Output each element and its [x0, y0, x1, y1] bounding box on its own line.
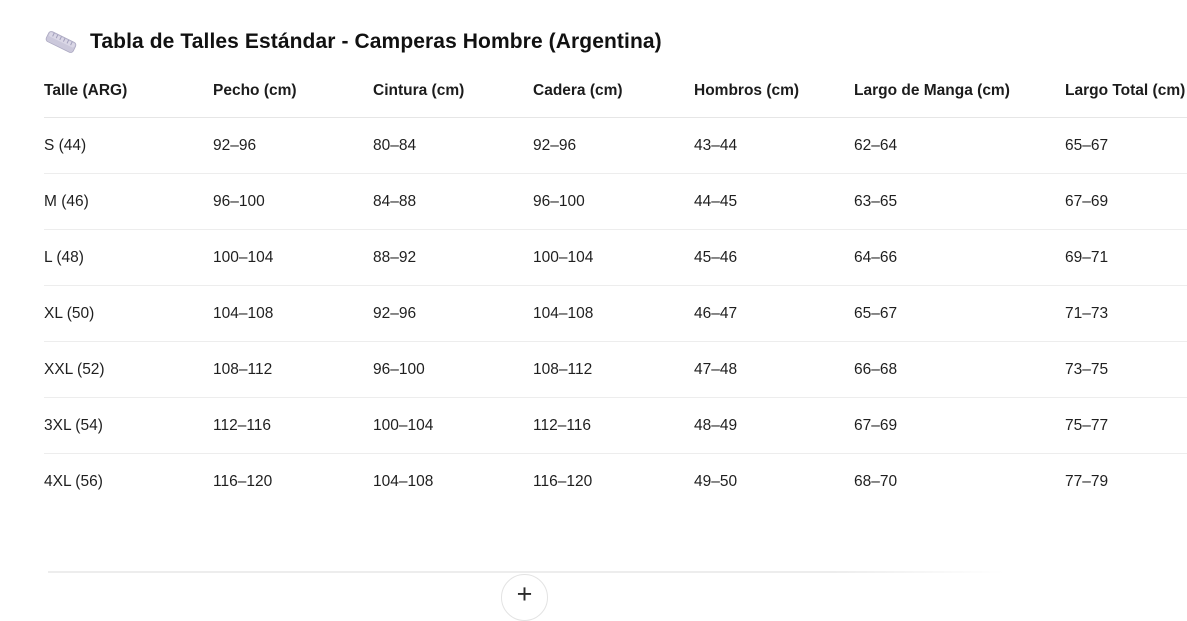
measurement-cell: 116–120 — [213, 472, 273, 490]
table-row: 3XL (54) 112–116 100–104 112–116 48–49 67–69 7… — [44, 397, 1187, 454]
table-row: L (48) 100–104 88–92 100–104 45–46 64–66 69–71 — [44, 229, 1187, 286]
measurement-cell: 112–116 — [533, 397, 694, 454]
size-label-cell: M (46) — [44, 173, 213, 230]
ruler-icon — [44, 25, 78, 59]
column-header: Largo de Manga (cm) — [854, 72, 1065, 118]
measurement-cell: 116–120 — [533, 472, 593, 490]
size-label-cell: L (48) — [44, 229, 213, 286]
measurement-cell: 92–96 — [213, 117, 373, 174]
table-row: 4XL (56) 116–120 104–108 116–120 49–50 68–70 7… — [44, 454, 1187, 510]
measurement-cell: 46–47 — [694, 285, 854, 342]
measurement-cell: 75–77 — [1065, 397, 1187, 454]
measurement-cell: 104–108 — [533, 285, 694, 342]
measurement-cell: 64–66 — [854, 229, 1065, 286]
add-row-button[interactable]: + — [501, 574, 548, 621]
measurement-cell: 104–108 — [213, 285, 373, 342]
measurement-cell: 71–73 — [1065, 285, 1187, 342]
measurement-cell: 80–84 — [373, 117, 533, 174]
measurement-cell: 96–100 — [373, 341, 533, 398]
document-area: Tabla de Talles Estándar - Camperas Homb… — [44, 22, 1187, 509]
column-header: Pecho (cm) — [213, 72, 373, 118]
measurement-cell: 65–67 — [1065, 117, 1187, 174]
measurement-cell: 68–70 — [854, 472, 898, 490]
table-row: S (44) 92–96 80–84 92–96 43–44 62–64 65–67 — [44, 117, 1187, 174]
measurement-cell: 67–69 — [1065, 173, 1187, 230]
size-chart-table: Talle (ARG) Pecho (cm) Cintura (cm) Cadera … — [44, 72, 1187, 509]
measurement-cell: 112–116 — [213, 397, 373, 454]
table-header-row: Talle (ARG) Pecho (cm) Cintura (cm) Cadera … — [44, 72, 1187, 118]
measurement-cell: 108–112 — [533, 341, 694, 398]
measurement-cell: 44–45 — [694, 173, 854, 230]
size-label-cell: 4XL (56) — [44, 472, 103, 490]
measurement-cell: 88–92 — [373, 229, 533, 286]
measurement-cell: 47–48 — [694, 341, 854, 398]
table-row: XXL (52) 108–112 96–100 108–112 47–48 66–68 73… — [44, 341, 1187, 398]
measurement-cell: 62–64 — [854, 117, 1065, 174]
section-divider — [48, 571, 1005, 573]
size-label-cell: S (44) — [44, 117, 213, 174]
measurement-cell: 108–112 — [213, 341, 373, 398]
measurement-cell: 96–100 — [213, 173, 373, 230]
table-row: XL (50) 104–108 92–96 104–108 46–47 65–67 71–7… — [44, 285, 1187, 342]
measurement-cell: 77–79 — [1065, 472, 1109, 490]
column-header: Hombros (cm) — [694, 72, 854, 118]
measurement-cell: 100–104 — [213, 229, 373, 286]
measurement-cell: 66–68 — [854, 341, 1065, 398]
measurement-cell: 69–71 — [1065, 229, 1187, 286]
size-label-cell: 3XL (54) — [44, 397, 213, 454]
column-header: Cadera (cm) — [533, 72, 694, 118]
table-row: M (46) 96–100 84–88 96–100 44–45 63–65 67–69 — [44, 173, 1187, 230]
page-title: Tabla de Talles Estándar - Camperas Homb… — [90, 30, 662, 53]
column-header: Largo Total (cm) — [1065, 72, 1187, 118]
measurement-cell: 92–96 — [533, 117, 694, 174]
measurement-cell: 100–104 — [373, 397, 533, 454]
size-label-cell: XL (50) — [44, 285, 213, 342]
measurement-cell: 73–75 — [1065, 341, 1187, 398]
column-header: Cintura (cm) — [373, 72, 533, 118]
table-body: S (44) 92–96 80–84 92–96 43–44 62–64 65–67 M (4… — [44, 117, 1187, 510]
plus-icon: + — [516, 579, 533, 609]
measurement-cell: 48–49 — [694, 397, 854, 454]
measurement-cell: 49–50 — [694, 472, 738, 490]
column-header: Talle (ARG) — [44, 72, 213, 118]
measurement-cell: 100–104 — [533, 229, 694, 286]
size-label-cell: XXL (52) — [44, 341, 213, 398]
measurement-cell: 43–44 — [694, 117, 854, 174]
measurement-cell: 92–96 — [373, 285, 533, 342]
measurement-cell: 65–67 — [854, 285, 1065, 342]
measurement-cell: 63–65 — [854, 173, 1065, 230]
measurement-cell: 84–88 — [373, 173, 533, 230]
measurement-cell: 67–69 — [854, 397, 1065, 454]
table-title-row: Tabla de Talles Estándar - Camperas Homb… — [44, 22, 1187, 62]
measurement-cell: 104–108 — [373, 472, 434, 490]
measurement-cell: 96–100 — [533, 173, 694, 230]
measurement-cell: 45–46 — [694, 229, 854, 286]
